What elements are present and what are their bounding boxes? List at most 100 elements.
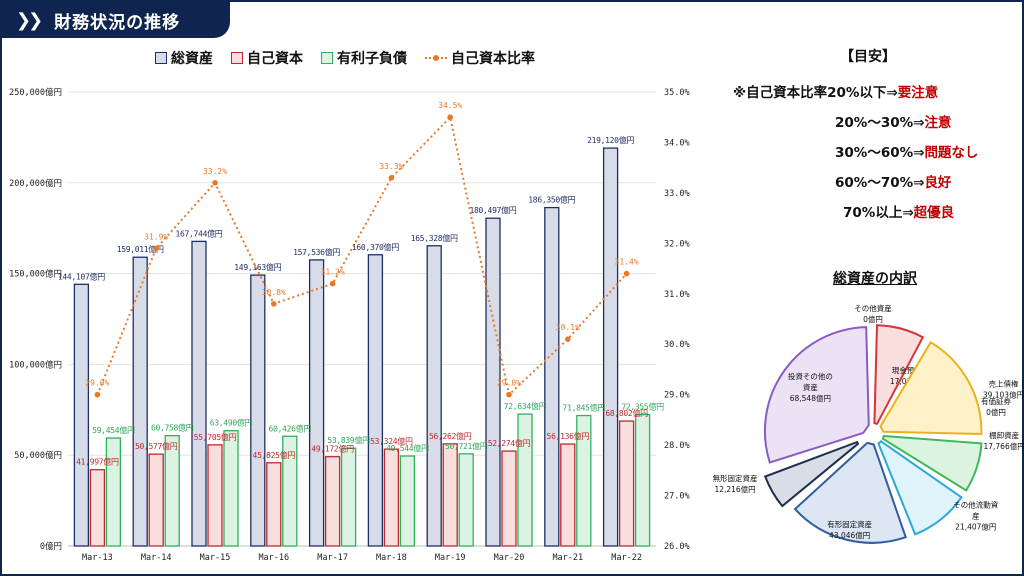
bar-equity: [324, 456, 341, 547]
bar-equity: [383, 448, 400, 547]
guideline-status: 超優良: [913, 205, 955, 221]
bar-equity: [501, 450, 517, 547]
page-title: 財務状況の推移: [54, 12, 181, 33]
bar-debt: [634, 413, 651, 547]
x-tick-label: Mar-14: [141, 553, 172, 563]
legend-swatch: [231, 52, 243, 64]
bar-value-label: 49,172億円: [311, 444, 354, 454]
guideline-box: 【目安】 ※自己資本比率20%以下⇒ 要注意 20%～30%⇒ 注意 30%～60%…: [733, 46, 1003, 226]
y-tick-label: 100,000億円: [9, 359, 62, 370]
ratio-point: [271, 301, 277, 307]
y2-tick-label: 26.0%: [664, 542, 690, 552]
guideline-status: 良好: [924, 175, 952, 191]
y-tick-label: 150,000億円: [9, 269, 62, 280]
bar-value-label: 72,634億円: [504, 401, 547, 411]
bar-value-label: 160,370億円: [352, 242, 399, 252]
ratio-label: 33.3%: [379, 162, 403, 171]
bar-value-label: 144,107億円: [58, 271, 105, 281]
bar-total-assets: [250, 274, 266, 547]
ratio-label: 29.0%: [85, 379, 109, 388]
guideline-title: 【目安】: [840, 49, 896, 65]
bar-equity: [266, 462, 282, 547]
bar-value-label: 157,536億円: [293, 247, 340, 257]
bar-value-label: 167,744億円: [175, 228, 222, 238]
x-tick-label: Mar-19: [435, 553, 466, 563]
bar-total-assets: [191, 240, 207, 547]
bar-total-assets: [602, 147, 619, 547]
ratio-label: 31.2%: [321, 268, 345, 277]
bar-value-label: 50,721億円: [445, 441, 488, 451]
y2-tick-label: 33.0%: [664, 189, 690, 199]
bar-debt: [340, 447, 357, 547]
bar-value-label: 180,497億円: [469, 205, 516, 215]
guideline-status: 注意: [924, 115, 952, 131]
bar-equity: [560, 443, 576, 547]
bar-equity: [89, 469, 106, 547]
guideline-row: 70%以上⇒ 超優良: [733, 196, 1003, 226]
ratio-point: [212, 180, 218, 186]
bar-debt: [517, 413, 533, 547]
x-tick-label: Mar-17: [317, 553, 348, 563]
x-tick-label: Mar-20: [494, 553, 525, 563]
bar-value-label: 41,997億円: [76, 457, 119, 467]
bar-value-label: 63,490億円: [210, 418, 253, 428]
y2-tick-label: 27.0%: [664, 492, 690, 502]
bar-value-label: 72,355億円: [621, 402, 664, 412]
bar-total-assets: [426, 245, 442, 547]
bar-total-assets: [367, 254, 384, 547]
ratio-point: [94, 391, 101, 398]
bar-value-label: 56,262億円: [429, 431, 472, 441]
ratio-label: 34.5%: [438, 101, 462, 110]
bar-value-label: 56,136億円: [547, 431, 590, 441]
legend-line-swatch: [425, 53, 447, 63]
bar-debt: [399, 455, 416, 547]
ratio-point: [623, 270, 630, 277]
ratio-point: [506, 391, 512, 398]
x-tick-label: Mar-13: [82, 553, 113, 563]
bar-debt: [223, 430, 239, 547]
bar-value-label: 68,802億円: [605, 408, 648, 418]
legend-item-ratio: 自己資本比率: [425, 48, 535, 68]
y2-tick-label: 28.0%: [664, 441, 690, 451]
x-tick-label: Mar-22: [611, 553, 642, 563]
legend-item-equity: 自己資本: [231, 48, 303, 68]
ratio-point: [388, 174, 395, 181]
bar-value-label: 159,011億円: [117, 244, 164, 254]
bar-total-assets: [73, 283, 90, 547]
bar-value-label: 53,324億円: [370, 436, 413, 446]
ratio-point: [153, 245, 159, 252]
ratio-label: 31.4%: [615, 258, 639, 267]
ratio-line: [96, 115, 628, 397]
bar-value-label: 71,845億円: [563, 403, 606, 413]
guideline-row: 30%～60%⇒ 問題なし: [733, 136, 1003, 166]
ratio-label: 31.9%: [144, 232, 168, 241]
bar-value-label: 149,163億円: [234, 262, 281, 272]
bar-value-label: 52,274億円: [488, 438, 531, 448]
bar-value-label: 55,705億円: [194, 432, 237, 442]
legend-swatch: [155, 52, 167, 64]
x-tick-label: Mar-18: [376, 553, 407, 563]
bar-equity: [207, 444, 223, 547]
y-tick-label: 200,000億円: [9, 178, 62, 189]
guideline-row: ※自己資本比率20%以下⇒ 要注意: [733, 76, 1003, 106]
bar-value-label: 59,454億円: [92, 425, 135, 435]
legend-label: 自己資本: [247, 51, 303, 67]
legend-label: 有利子負債: [337, 51, 407, 67]
bar-value-label: 45,825億円: [253, 450, 296, 460]
y2-tick-label: 29.0%: [664, 391, 690, 401]
x-tick-label: Mar-16: [258, 553, 289, 563]
x-tick-label: Mar-21: [552, 553, 583, 563]
bar-debt: [282, 435, 298, 547]
ratio-label: 30.1%: [556, 323, 580, 332]
bar-debt: [105, 437, 122, 547]
bar-value-label: 165,328億円: [411, 233, 458, 243]
guideline-status: 問題なし: [924, 145, 979, 161]
y-tick-label: 0億円: [40, 541, 62, 552]
guideline-range: 20%～30%⇒: [835, 115, 925, 131]
bar-debt: [458, 453, 474, 547]
bar-equity: [442, 443, 458, 547]
x-tick-label: Mar-15: [200, 553, 231, 563]
bar-value-label: 50,577億円: [135, 441, 178, 451]
bar-total-assets: [308, 259, 325, 547]
bar-value-label: 186,350億円: [528, 195, 575, 205]
